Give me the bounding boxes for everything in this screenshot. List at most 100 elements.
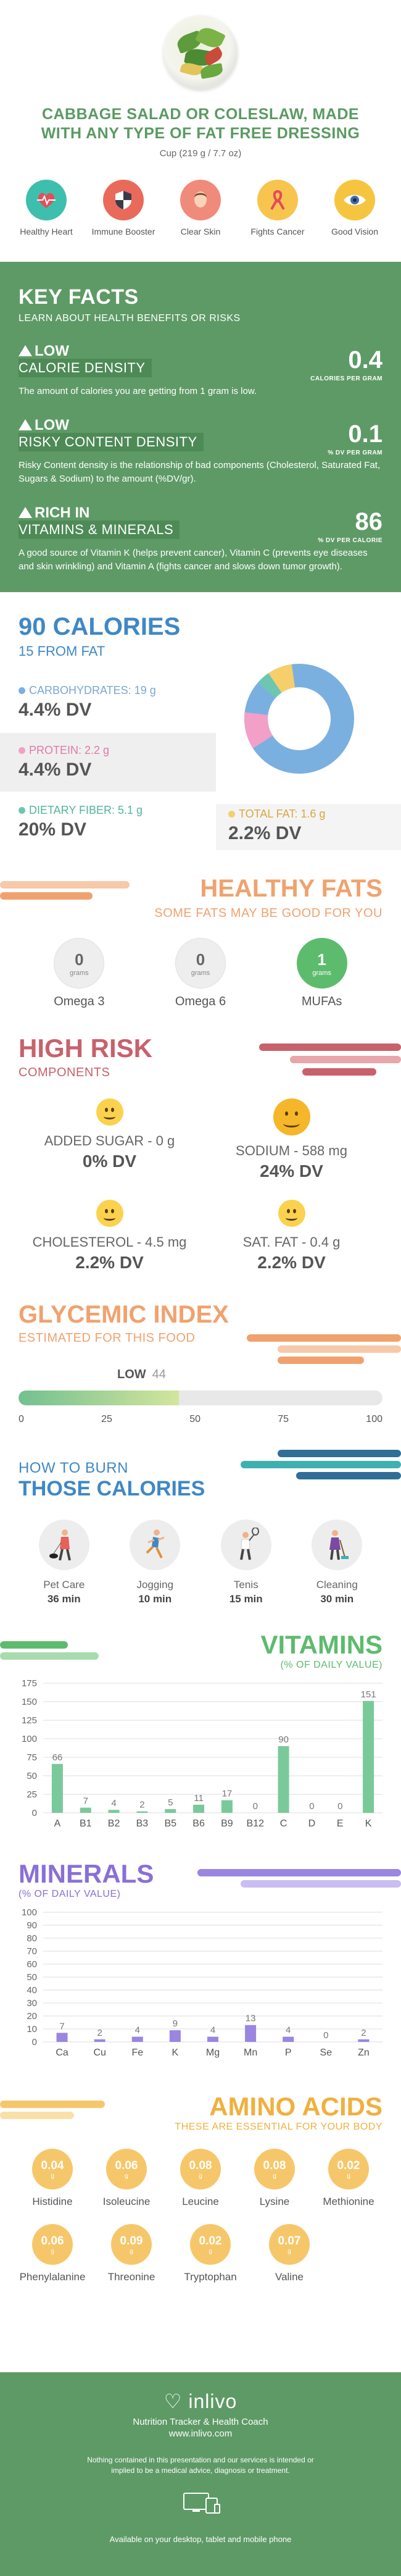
bar-value-label: 13 — [246, 2014, 256, 2024]
protein-dv: 4.4% DV — [19, 759, 92, 780]
fiber-label: DIETARY FIBER: 5.1 g — [29, 804, 143, 816]
bar-value-label: 66 — [52, 1752, 63, 1763]
x-tick-label: B3 — [136, 1818, 149, 1829]
calorie-density-band: CALORIE DENSITY — [19, 359, 152, 377]
bar-value-label: 0 — [323, 2030, 328, 2041]
rich-in-description: A good source of Vitamin K (helps preven… — [19, 548, 368, 572]
protein-dot — [19, 747, 25, 754]
y-tick-label: 100 — [22, 1907, 37, 1918]
activities-row: Pet Care 36 min Jogging 10 min Tenis 15 … — [19, 1520, 382, 1605]
happy-face-icon — [273, 1098, 310, 1135]
x-tick-label: B2 — [108, 1818, 120, 1829]
triangle-icon — [19, 345, 32, 356]
y-tick-label: 30 — [27, 1998, 37, 2009]
y-tick-label: 150 — [22, 1697, 37, 1707]
activity-pet-care: Pet Care 36 min — [24, 1520, 104, 1605]
bar-value-label: 0 — [337, 1801, 342, 1812]
amino-item: 0.08 g Leucine — [167, 2149, 234, 2208]
heart-pulse-icon — [26, 180, 67, 220]
activity-time: 36 min — [47, 1593, 81, 1605]
fat-label: TOTAL FAT: 1.6 g — [239, 808, 326, 820]
dog-walker-icon — [38, 1520, 89, 1570]
bar-Cu — [94, 2039, 105, 2042]
footer-logo: ♡ inlivo — [163, 2390, 238, 2412]
amino-name: Phenylalanine — [19, 2271, 86, 2283]
vitamins-bar-chart: 0 25 50 75 100 125 150 175 66 A 7 B1 4 B2 2 B3 5 B5 11 B6 17… — [22, 1678, 382, 1829]
activity-name: Tenis — [233, 1579, 258, 1591]
bar-B9 — [221, 1800, 233, 1813]
bar-value-label: 17 — [222, 1789, 233, 1799]
amino-value: 0.09 — [120, 2234, 143, 2248]
bar-value-label: 4 — [135, 2025, 140, 2036]
amino-value: 0.06 — [115, 2159, 138, 2172]
amino-item: 0.07 g Valine — [255, 2224, 323, 2283]
footer: ♡ inlivo Nutrition Tracker & Health Coac… — [0, 2372, 401, 2576]
fat-omega-3: 0 grams Omega 3 — [33, 938, 125, 1009]
devices-icon — [0, 2491, 401, 2519]
risk-label: ADDED SUGAR - 0 g — [44, 1133, 175, 1148]
y-tick-label: 0 — [32, 2037, 37, 2047]
jogger-icon — [130, 1520, 181, 1570]
benefit-good-vision: Good Vision — [321, 180, 389, 237]
x-tick-label: Mn — [244, 2047, 257, 2058]
carbs-dot — [19, 687, 25, 694]
footer-tagline: Nutrition Tracker & Health Coach — [133, 2417, 268, 2427]
fat-unit: grams — [70, 969, 89, 977]
calorie-density-level: LOW — [19, 343, 69, 360]
x-tick-label: Zn — [358, 2047, 370, 2058]
x-tick-label: K — [365, 1818, 372, 1829]
burn-heading: THOSE CALORIES — [19, 1477, 205, 1500]
x-tick-label: A — [54, 1818, 61, 1829]
burn-section: HOW TO BURN THOSE CALORIES Pet Care 36 m… — [0, 1425, 401, 1605]
healthy-fats-subheading: SOME FATS MAY BE GOOD FOR YOU — [154, 906, 382, 920]
x-tick-label: B5 — [164, 1818, 176, 1829]
fat-omega-6: 0 grams Omega 6 — [154, 938, 247, 1009]
rich-in-level: RICH IN — [19, 504, 89, 522]
fiber-dot — [19, 807, 25, 814]
protein-stat: PROTEIN: 2.2 g 4.4% DV — [0, 733, 216, 792]
bar-value-label: 2 — [139, 1800, 144, 1810]
bar-value-label: 4 — [111, 1798, 116, 1809]
high-risk-heading: HIGH RISK — [19, 1034, 153, 1063]
activity-time: 30 min — [320, 1593, 354, 1605]
risky-content-level: LOW — [19, 417, 69, 434]
fats-row: 0 grams Omega 3 0 grams Omega 6 1 grams MUF… — [19, 938, 382, 1009]
fat-value: 0 — [75, 950, 84, 969]
tennis-player-icon — [220, 1520, 271, 1570]
glycemic-tick: 50 — [189, 1414, 200, 1424]
fat-dv: 2.2% DV — [228, 823, 302, 843]
activity-name: Jogging — [136, 1579, 174, 1591]
bar-value-label: 9 — [173, 2018, 178, 2029]
key-facts-heading: KEY FACTS — [19, 285, 139, 309]
bar-value-label: 11 — [194, 1793, 204, 1804]
calorie-density-description: The amount of calories you are getting f… — [19, 386, 257, 396]
risk-sat-fat: SAT. FAT - 0.4 g 2.2% DV — [200, 1200, 382, 1273]
amino-value: 0.02 — [199, 2234, 222, 2248]
bar-value-label: 7 — [83, 1796, 88, 1807]
footer-url[interactable]: www.inlivo.com — [168, 2428, 233, 2439]
amino-name: Lysine — [259, 2196, 290, 2207]
bar-value-label: 4 — [210, 2025, 215, 2036]
x-tick-label: Mg — [206, 2047, 220, 2058]
happy-face-icon — [96, 1200, 123, 1227]
amino-value: 0.08 — [263, 2159, 286, 2172]
bar-value-label: 7 — [59, 2021, 64, 2031]
salad-image — [163, 15, 238, 90]
y-tick-label: 100 — [22, 1734, 37, 1744]
face-icon — [180, 180, 221, 220]
x-tick-label: Cu — [93, 2047, 105, 2058]
amino-name: Isoleucine — [102, 2196, 151, 2207]
fat-unit: grams — [312, 969, 331, 977]
x-tick-label: B1 — [80, 1818, 92, 1829]
glycemic-tick: 0 — [19, 1414, 24, 1424]
bar-P — [283, 2036, 294, 2042]
amino-item: 0.09 g Threonine — [97, 2224, 165, 2283]
bar-B5 — [165, 1809, 176, 1813]
amino-item: 0.02 g Methionine — [315, 2149, 382, 2208]
fat-unit: grams — [191, 969, 210, 977]
benefit-healthy-heart: Healthy Heart — [12, 180, 80, 237]
carbs-label: CARBOHYDRATES: 19 g — [29, 684, 156, 696]
fiber-dv: 20% DV — [19, 819, 87, 840]
vitamins-subheading: (% OF DAILY VALUE) — [280, 1660, 382, 1670]
healthy-fats-heading: HEALTHY FATS — [200, 875, 382, 902]
